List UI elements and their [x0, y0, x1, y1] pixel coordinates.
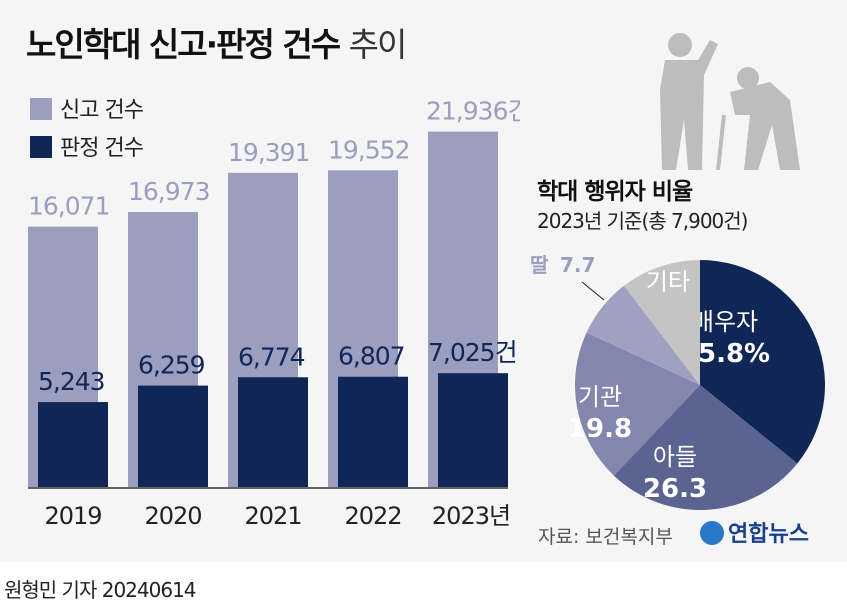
pie-slice-value: 26.3 — [643, 474, 707, 504]
date: 20240614 — [101, 578, 197, 602]
elderly-silhouette-illustration — [660, 33, 800, 170]
chart-title: 노인학대 신고·판정 건수 추이 — [26, 18, 408, 66]
source-text: 자료: 보건복지부 — [538, 526, 673, 548]
pie-slice — [613, 385, 798, 510]
legend-report: 신고 건수 — [30, 92, 144, 124]
pie-label-daughter: 딸 — [530, 253, 549, 277]
x-tick-label: 2021 — [244, 502, 301, 530]
report-value-label: 19,552 — [328, 135, 409, 164]
x-tick-label: 2019 — [44, 502, 101, 530]
pie-slice-label: 기관 — [578, 383, 622, 411]
legend-judgment: 판정 건수 — [30, 130, 144, 162]
pie-slice-label: 배우자 — [692, 308, 758, 336]
report-value-label: 21,936건 — [426, 97, 520, 126]
legend-swatch — [30, 98, 52, 120]
report-value-label: 19,391 — [228, 138, 309, 167]
title-bold: 노인학대 신고·판정 건수 — [26, 25, 341, 64]
pie-slice — [586, 285, 700, 385]
byline: 원형민 기자 20240614 — [4, 574, 197, 603]
judgment-bar — [338, 376, 408, 487]
legend-swatch — [30, 136, 52, 158]
legend-label: 판정 건수 — [60, 136, 144, 161]
leader-line — [581, 281, 605, 301]
report-value-label: 16,071 — [28, 192, 109, 221]
pie-slice — [700, 260, 826, 464]
report-value-label: 16,973 — [128, 177, 209, 206]
title-light: 추이 — [348, 25, 408, 64]
judgment-value-label: 5,243 — [38, 367, 105, 396]
x-tick-label: 2022 — [344, 502, 401, 530]
bar-chart: 16,071 5,243 2019 16,973 6,259 2020 19,391 6,77… — [28, 97, 520, 530]
judgment-value-label: 6,807 — [338, 342, 405, 371]
legend-label: 신고 건수 — [60, 98, 144, 123]
pie-subtitle: 2023년 기준(총 7,900건) — [537, 209, 748, 233]
judgment-bar — [438, 373, 508, 487]
judgment-bar — [38, 402, 108, 487]
judgment-value-label: 6,259 — [138, 351, 205, 380]
pie-slice — [624, 260, 700, 385]
logo-emblem-icon — [700, 521, 724, 545]
pie-slice-value: 19.8 — [568, 414, 632, 444]
judgment-value-label: 7,025건 — [428, 338, 517, 367]
logo-text: 연합뉴스 — [728, 522, 809, 547]
x-tick-label: 2023년 — [432, 502, 510, 530]
judgment-bar — [238, 377, 308, 487]
x-tick-label: 2020 — [144, 502, 201, 530]
judgment-value-label: 6,774 — [238, 342, 305, 371]
pie-title: 학대 행위자 비율 — [537, 179, 693, 205]
yonhap-logo: 연합뉴스 — [700, 516, 809, 548]
reporter: 원형민 기자 — [4, 578, 97, 602]
judgment-bar — [138, 385, 208, 487]
pie-slice-label: 아들 — [653, 443, 697, 471]
pie-slice — [575, 332, 700, 476]
pie-value-daughter: 7.7 — [560, 253, 595, 277]
pie-slice-label: 기타 — [646, 268, 690, 296]
